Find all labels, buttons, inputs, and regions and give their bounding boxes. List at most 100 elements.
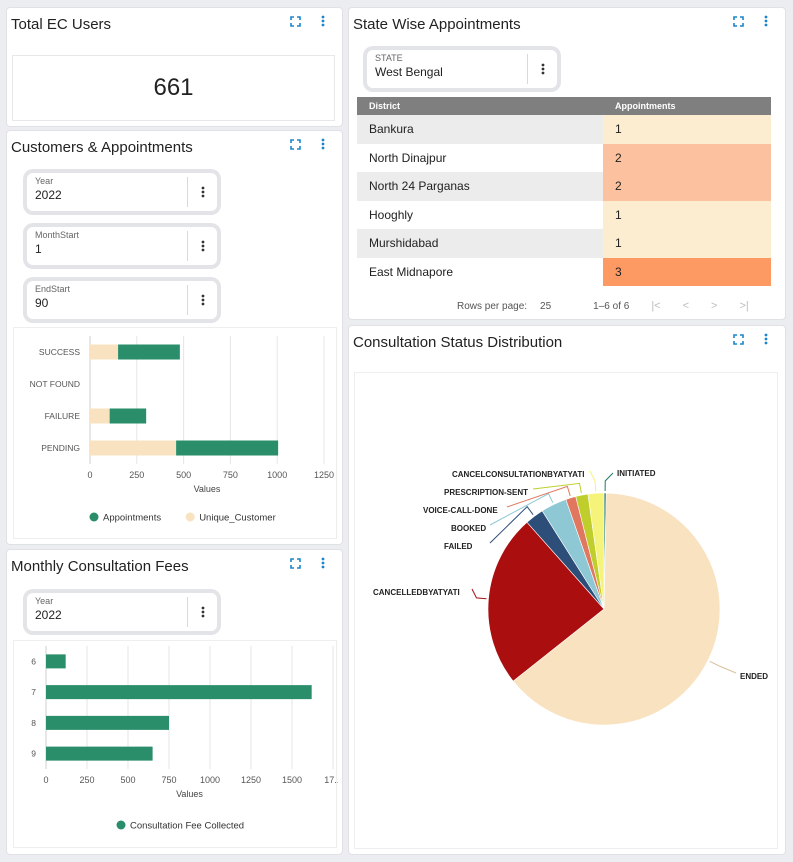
bar-unique-customer[interactable] <box>90 440 177 456</box>
pie-leader-line <box>709 660 737 674</box>
first-page-icon[interactable]: |< <box>651 300 661 312</box>
table-row: Hooghly 1 <box>357 200 771 229</box>
legend-label[interactable]: Unique_Customer <box>199 513 276 524</box>
bar-consultation-fee-collected[interactable] <box>46 654 66 669</box>
pie-slice-cancelconsultationbyatyati[interactable] <box>587 492 605 610</box>
last-page-icon[interactable]: >| <box>739 300 749 312</box>
bar-appointments[interactable] <box>109 408 147 424</box>
more-vert-icon[interactable] <box>316 137 330 151</box>
district-cell: Hooghly <box>369 207 414 222</box>
y-tick-label: 8 <box>31 718 36 728</box>
legend-swatch <box>89 512 99 522</box>
bar-unique-customer[interactable] <box>90 408 110 424</box>
appointments-cell: 1 <box>603 115 771 144</box>
previous-page-icon[interactable]: < <box>682 300 690 312</box>
bar-consultation-fee-collected[interactable] <box>46 746 153 761</box>
column-header-appointments[interactable]: Appointments <box>603 97 771 115</box>
pie-slice-cancelledbyatyati[interactable] <box>487 521 605 682</box>
bar-appointments[interactable] <box>118 344 180 360</box>
bar-consultation-fee-collected[interactable] <box>46 715 169 730</box>
card-actions <box>288 556 330 570</box>
table-row: North Dinajpur 2 <box>357 143 771 172</box>
legend-label[interactable]: Consultation Fee Collected <box>130 821 244 832</box>
district-cell: North Dinajpur <box>369 150 447 165</box>
next-page-icon[interactable]: > <box>711 300 718 312</box>
x-tick-label: 500 <box>120 775 135 785</box>
x-axis-label: Values <box>176 789 203 799</box>
fullscreen-icon[interactable] <box>288 556 302 570</box>
pie-leader-line <box>489 492 554 526</box>
x-tick-label: 250 <box>79 775 94 785</box>
more-vert-icon[interactable] <box>316 556 330 570</box>
y-tick-label: FAILURE <box>45 411 81 421</box>
consultation-title: Consultation Status Distribution <box>353 334 563 351</box>
end-start-select[interactable]: EndStart 90 <box>27 281 217 319</box>
x-tick-label: 250 <box>129 470 144 480</box>
district-cell: East Midnapore <box>369 264 454 279</box>
x-tick-label: 1000 <box>267 470 287 480</box>
district-cell: Bankura <box>369 122 414 137</box>
x-tick-label: 500 <box>176 470 191 480</box>
y-tick-label: 9 <box>31 749 36 759</box>
state-select[interactable]: STATE West Bengal <box>367 50 557 88</box>
pie-leader-line <box>489 505 534 544</box>
column-header-district[interactable]: District <box>357 97 603 115</box>
rows-per-page-select[interactable]: 25 <box>540 300 552 312</box>
table-row: Bankura 1 <box>357 115 771 144</box>
bar-unique-customer[interactable] <box>90 344 119 360</box>
x-tick-label: 1250 <box>241 775 261 785</box>
legend-label[interactable]: Appointments <box>103 513 161 524</box>
x-tick-label: 0 <box>43 775 48 785</box>
pie-leader-line <box>532 482 582 494</box>
x-tick-label: 1250 <box>314 470 334 480</box>
fullscreen-icon[interactable] <box>731 14 745 28</box>
year-value: 2022 <box>35 188 62 202</box>
pie-label: INITIATED <box>617 469 656 478</box>
customers-card: Customers & Appointments Year 2022 Month… <box>6 130 343 545</box>
end-start-value: 90 <box>35 296 49 310</box>
pie-label: CANCELCONSULTATIONBYATYATI <box>452 470 584 479</box>
more-vert-icon[interactable] <box>316 14 330 28</box>
y-tick-label: 6 <box>31 656 36 666</box>
table-header: District Appointments <box>357 97 771 115</box>
fees-year-select[interactable]: Year 2022 <box>27 593 217 631</box>
more-vert-icon[interactable] <box>187 285 217 315</box>
more-vert-icon[interactable] <box>187 597 217 627</box>
fees-year-label: Year <box>35 596 54 606</box>
fees-card: Monthly Consultation Fees Year 2022 0 250… <box>6 549 343 855</box>
fullscreen-icon[interactable] <box>731 332 745 346</box>
more-vert-icon[interactable] <box>527 54 557 84</box>
more-vert-icon[interactable] <box>759 14 773 28</box>
state-card: State Wise Appointments STATE West Benga… <box>348 7 786 320</box>
y-tick-label: NOT FOUND <box>30 379 80 389</box>
more-vert-icon[interactable] <box>187 177 217 207</box>
bar-appointments[interactable] <box>176 440 279 456</box>
pie-leader-line <box>589 470 597 492</box>
fees-year-value: 2022 <box>35 608 62 622</box>
state-title: State Wise Appointments <box>353 16 521 33</box>
x-tick-label: 17... <box>324 775 338 785</box>
year-label: Year <box>35 176 54 186</box>
district-table: District Appointments Bankura 1 North Dina… <box>357 97 771 286</box>
more-vert-icon[interactable] <box>187 231 217 261</box>
legend-swatch <box>116 820 126 830</box>
more-vert-icon[interactable] <box>759 332 773 346</box>
fullscreen-icon[interactable] <box>288 137 302 151</box>
pie-chart-box: INITIATED ENDED CANCELLEDBYATYATI FAILED BOO… <box>354 372 778 849</box>
year-select[interactable]: Year 2022 <box>27 173 217 211</box>
customers-title: Customers & Appointments <box>11 139 193 156</box>
total-users-card: Total EC Users 661 <box>6 7 343 127</box>
state-label: STATE <box>375 53 403 63</box>
end-start-label: EndStart <box>35 284 71 294</box>
appointments-cell: 3 <box>603 257 771 286</box>
bar-consultation-fee-collected[interactable] <box>46 685 312 700</box>
table-row: East Midnapore 3 <box>357 257 771 286</box>
y-tick-label: SUCCESS <box>39 347 80 357</box>
consultation-card: Consultation Status Distribution INITIAT… <box>348 325 786 855</box>
x-axis-label: Values <box>194 484 221 494</box>
table-pagination: Rows per page: 25 1–6 of 6 |< < > >| <box>457 300 749 312</box>
pie-slice-ended[interactable] <box>512 492 721 726</box>
month-start-select[interactable]: MonthStart 1 <box>27 227 217 265</box>
y-tick-label: 7 <box>31 687 36 697</box>
fullscreen-icon[interactable] <box>288 14 302 28</box>
